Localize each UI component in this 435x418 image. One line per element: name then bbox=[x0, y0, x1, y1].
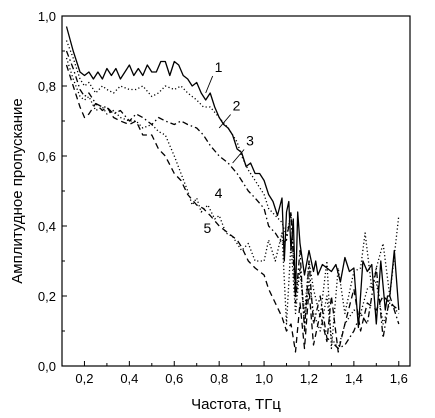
curve-labels: 1 2 3 4 5 bbox=[203, 59, 254, 236]
y-tick-label: 1,0 bbox=[38, 9, 56, 24]
series-line-5 bbox=[65, 64, 400, 353]
series-line-1 bbox=[65, 26, 400, 329]
x-tick-label: 1,2 bbox=[300, 371, 318, 386]
axis-ticks: 0,2 0,4 0,6 0,8 1,0 1,2 1,4 1,6 0,0 0,2 0,4 0,6 0,8 1… bbox=[38, 9, 408, 386]
curve-label: 4 bbox=[215, 185, 223, 201]
series-line-2 bbox=[65, 40, 400, 350]
y-axis-title: Амплитудное пропускание bbox=[9, 98, 26, 284]
x-tick-label: 1,0 bbox=[255, 371, 273, 386]
curve-label: 1 bbox=[215, 59, 223, 75]
curve-label: 3 bbox=[246, 133, 254, 149]
curve-label-leader bbox=[232, 149, 245, 164]
x-axis-title: Частота, ТГц bbox=[191, 396, 281, 413]
y-tick-label: 0,8 bbox=[38, 79, 56, 94]
curve-label-leader bbox=[205, 75, 214, 94]
x-tick-label: 1,4 bbox=[345, 371, 363, 386]
curve-label: 2 bbox=[233, 98, 241, 114]
curve-label: 5 bbox=[203, 220, 211, 236]
y-tick-label: 0,4 bbox=[38, 219, 56, 234]
x-tick-label: 1,6 bbox=[390, 371, 408, 386]
x-tick-label: 0,6 bbox=[165, 371, 183, 386]
series-line-3 bbox=[65, 50, 400, 350]
plot-area bbox=[65, 26, 400, 353]
y-tick-label: 0,0 bbox=[38, 359, 56, 374]
x-tick-label: 0,8 bbox=[210, 371, 228, 386]
x-tick-label: 0,4 bbox=[120, 371, 138, 386]
y-tick-label: 0,6 bbox=[38, 149, 56, 164]
x-tick-label: 0,2 bbox=[75, 371, 93, 386]
curve-label-leader bbox=[218, 114, 231, 129]
series-line-4 bbox=[65, 57, 400, 350]
y-tick-label: 0,2 bbox=[38, 289, 56, 304]
